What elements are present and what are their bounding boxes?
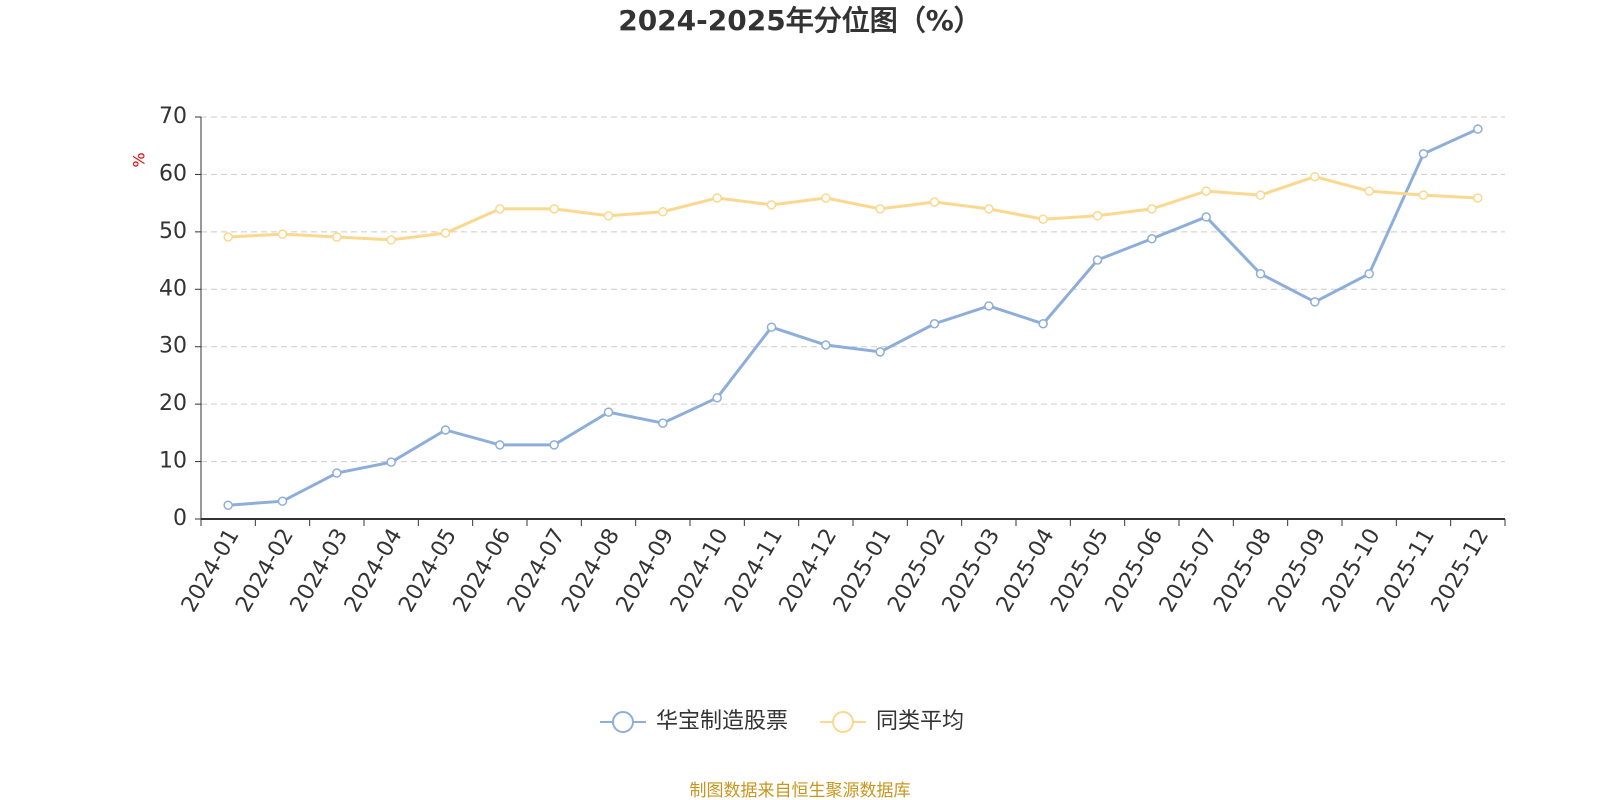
data-point bbox=[1092, 255, 1103, 265]
y-tick-label: 30 bbox=[159, 334, 187, 359]
y-axis-label: % bbox=[130, 152, 149, 167]
data-point bbox=[1364, 269, 1374, 279]
data-point bbox=[277, 496, 288, 506]
data-point bbox=[766, 322, 777, 332]
legend-icon bbox=[832, 711, 854, 733]
data-point bbox=[495, 204, 505, 214]
data-point bbox=[1092, 211, 1103, 221]
chart-title: 2024-2025年分位图（%） bbox=[618, 4, 982, 37]
data-point bbox=[549, 440, 559, 450]
data-point bbox=[929, 197, 940, 207]
source-note: 制图数据来自恒生聚源数据库 bbox=[690, 781, 911, 800]
data-point bbox=[712, 193, 722, 203]
data-point bbox=[875, 347, 885, 357]
data-point bbox=[223, 500, 233, 510]
data-point bbox=[658, 418, 668, 428]
data-point bbox=[821, 340, 831, 350]
legend-item: 同类平均 bbox=[820, 709, 964, 734]
data-point bbox=[984, 204, 994, 214]
data-point bbox=[603, 407, 614, 417]
data-point bbox=[332, 468, 342, 478]
y-tick-label: 60 bbox=[159, 161, 187, 186]
data-point bbox=[984, 301, 994, 311]
series-line bbox=[228, 127, 1479, 507]
series-line bbox=[228, 175, 1478, 242]
data-point bbox=[277, 229, 288, 239]
data-point bbox=[712, 393, 722, 403]
data-point bbox=[1364, 186, 1374, 196]
legend-icon bbox=[612, 711, 634, 733]
data-point bbox=[332, 232, 342, 242]
data-point bbox=[1418, 190, 1429, 200]
data-point bbox=[1201, 212, 1211, 222]
y-tick-label: 20 bbox=[159, 391, 187, 416]
y-tick-label: 10 bbox=[159, 449, 187, 474]
data-point bbox=[1147, 204, 1157, 214]
data-point bbox=[1038, 318, 1048, 329]
data-point bbox=[875, 204, 885, 214]
data-point bbox=[821, 193, 831, 203]
data-point bbox=[603, 211, 614, 221]
data-point bbox=[386, 457, 396, 467]
data-point bbox=[386, 235, 396, 245]
data-point bbox=[1255, 269, 1266, 279]
legend-label: 华宝制造股票 bbox=[656, 709, 788, 734]
legend-item: 华宝制造股票 bbox=[600, 709, 788, 734]
data-point bbox=[549, 204, 559, 214]
data-point bbox=[658, 207, 668, 217]
data-point bbox=[1473, 124, 1483, 134]
data-point bbox=[1038, 214, 1048, 224]
data-point bbox=[1310, 297, 1320, 307]
legend-label: 同类平均 bbox=[876, 709, 964, 734]
data-point bbox=[929, 318, 940, 329]
y-tick-label: 40 bbox=[159, 276, 187, 301]
data-point bbox=[766, 200, 777, 210]
data-point bbox=[440, 425, 451, 435]
y-tick-label: 0 bbox=[173, 506, 187, 531]
data-point bbox=[495, 440, 505, 450]
data-point bbox=[223, 232, 233, 242]
data-point bbox=[1255, 190, 1266, 200]
data-point bbox=[1201, 186, 1211, 196]
data-point bbox=[440, 228, 451, 238]
data-point bbox=[1473, 193, 1483, 203]
data-point bbox=[1310, 171, 1320, 182]
y-tick-label: 50 bbox=[159, 219, 187, 244]
data-point bbox=[1147, 233, 1157, 244]
data-point bbox=[1418, 149, 1429, 159]
y-tick-label: 70 bbox=[159, 104, 187, 129]
